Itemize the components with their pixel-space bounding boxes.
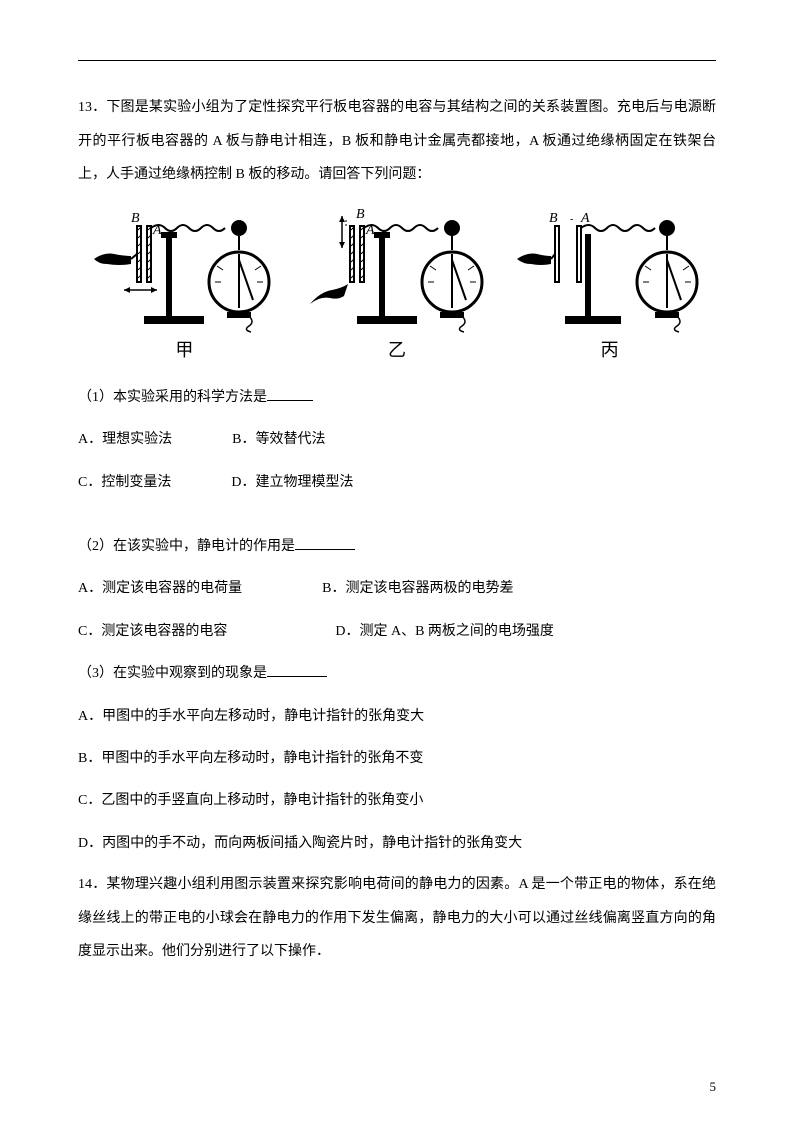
q14-number: 14． — [78, 877, 106, 892]
q13-part1-optD: D．建立物理模型法 — [231, 465, 353, 501]
q13-part2-optB: B．测定该电容器两极的电势差 — [322, 571, 513, 607]
figure-yi: B A — [291, 204, 504, 362]
figure-bing: B - A 丙 — [503, 204, 716, 362]
page-number: 5 — [710, 1079, 717, 1095]
q14-stem: 14．某物理兴趣小组利用图示装置来探究影响电荷间的静电力的因素。A 是一个带正电… — [78, 868, 716, 969]
q13-part3-optC: C．乙图中的手竖直向上移动时，静电计指针的张角变小 — [78, 783, 716, 819]
page: 13．下图是某实验小组为了定性探究平行板电容器的电容与其结构之间的关系装置图。充… — [0, 0, 794, 1123]
q13-part2-prompt-text: （2）在该实验中，静电计的作用是 — [78, 539, 295, 554]
q13-part1-optB: B．等效替代法 — [232, 422, 325, 458]
svg-text:B: B — [131, 211, 140, 226]
blank-fill — [267, 386, 313, 401]
q13-part3-prompt-text: （3）在实验中观察到的现象是 — [78, 666, 267, 681]
q13-part2-optD: D．测定 A、B 两板之间的电场强度 — [335, 614, 554, 650]
figure-jia-label: 甲 — [78, 336, 291, 362]
q13-part3-optD: D．丙图中的手不动，而向两板间插入陶瓷片时，静电计指针的张角变大 — [78, 826, 716, 862]
svg-text:A: A — [580, 211, 590, 226]
svg-text:B: B — [549, 211, 558, 226]
q13-part1-prompt-text: （1）本实验采用的科学方法是 — [78, 390, 267, 405]
figure-jia: B A — [78, 204, 291, 362]
svg-text:-: - — [570, 214, 573, 225]
q13-figures: B A — [78, 204, 716, 362]
q13-part1-opts-row1: A．理想实验法 B．等效替代法 — [78, 422, 716, 458]
q13-part1-prompt: （1）本实验采用的科学方法是 — [78, 380, 716, 416]
svg-text:B: B — [356, 207, 365, 222]
top-rule — [78, 60, 716, 61]
diagram-jia-icon: B A — [89, 204, 279, 334]
q13-part3-optB: B．甲图中的手水平向左移动时，静电计指针的张角不变 — [78, 741, 716, 777]
diagram-yi-icon: B A — [302, 204, 492, 334]
q13-stem-text: 下图是某实验小组为了定性探究平行板电容器的电容与其结构之间的关系装置图。充电后与… — [78, 100, 716, 182]
blank-fill — [295, 535, 355, 550]
diagram-bing-icon: B - A — [515, 204, 705, 334]
q13-part2-opts-row1: A．测定该电容器的电荷量 B．测定该电容器两极的电势差 — [78, 571, 716, 607]
q13-part2-prompt: （2）在该实验中，静电计的作用是 — [78, 529, 716, 565]
q13-number: 13． — [78, 100, 106, 115]
q13-part3-prompt: （3）在实验中观察到的现象是 — [78, 656, 716, 692]
blank-fill — [267, 662, 327, 677]
q13-part2-optC: C．测定该电容器的电容 — [78, 614, 227, 650]
q14-stem-text: 某物理兴趣小组利用图示装置来探究影响电荷间的静电力的因素。A 是一个带正电的物体… — [78, 877, 716, 959]
q13-part2-opts-row2: C．测定该电容器的电容 D．测定 A、B 两板之间的电场强度 — [78, 614, 716, 650]
spacer — [78, 507, 716, 529]
q13-part1-optA: A．理想实验法 — [78, 422, 172, 458]
q13-part2-optA: A．测定该电容器的电荷量 — [78, 571, 242, 607]
figure-bing-label: 丙 — [503, 336, 716, 362]
q13-part3-optA: A．甲图中的手水平向左移动时，静电计指针的张角变大 — [78, 699, 716, 735]
q13-part1-optC: C．控制变量法 — [78, 465, 171, 501]
figure-yi-label: 乙 — [291, 336, 504, 362]
q13-stem: 13．下图是某实验小组为了定性探究平行板电容器的电容与其结构之间的关系装置图。充… — [78, 91, 716, 192]
q13-part1-opts-row2: C．控制变量法 D．建立物理模型法 — [78, 465, 716, 501]
